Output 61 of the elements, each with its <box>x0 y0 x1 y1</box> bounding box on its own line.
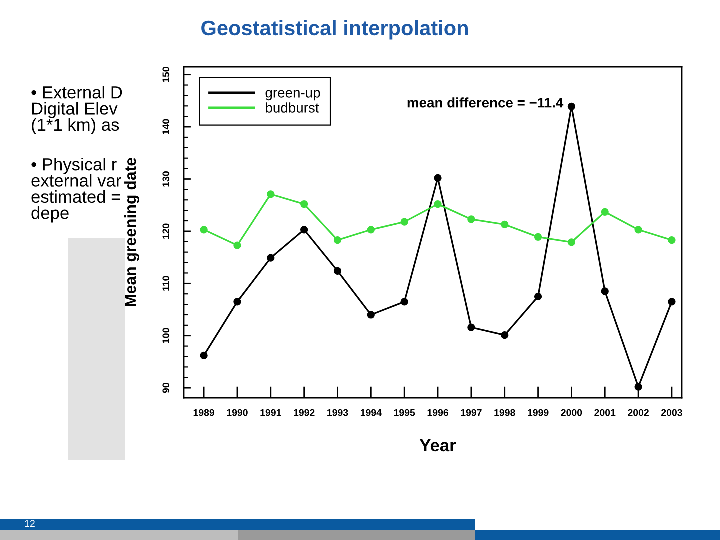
y-tick-label: 120 <box>162 224 170 239</box>
x-tick-label: 2001 <box>594 409 616 416</box>
y-tick-label: 130 <box>162 172 170 187</box>
text: • External D Digital Elev (1*1 km) as <box>32 86 122 135</box>
x-tick-label: 2000 <box>561 409 582 416</box>
point <box>234 298 242 306</box>
point <box>200 352 208 360</box>
point <box>468 216 476 224</box>
point <box>334 267 342 275</box>
point <box>501 220 509 228</box>
text: 12 <box>25 520 35 528</box>
point <box>200 226 208 234</box>
point <box>400 298 408 306</box>
point <box>601 208 609 216</box>
x-tick-label: 1997 <box>461 409 482 416</box>
x-tick-label: 1998 <box>494 409 516 416</box>
y-tick-label: 140 <box>162 119 170 135</box>
annotation: mean difference = −11.4 <box>408 98 564 108</box>
point <box>234 242 242 250</box>
y-tick-label: 90 <box>162 383 170 394</box>
point <box>634 226 642 234</box>
chart-title: Geostatistical interpolation <box>202 20 468 40</box>
point <box>434 174 442 182</box>
point <box>267 190 275 198</box>
legend-label: budburst <box>266 102 320 113</box>
point <box>300 226 308 234</box>
y-tick-label: 150 <box>162 67 170 82</box>
point <box>300 200 308 208</box>
point <box>267 254 275 262</box>
point <box>501 332 509 340</box>
point <box>534 233 542 242</box>
point <box>601 288 609 296</box>
point <box>367 226 375 234</box>
point <box>334 236 342 244</box>
point <box>534 292 542 301</box>
x-tick-label: 2003 <box>661 409 682 416</box>
x-tick-label: 1993 <box>328 409 348 416</box>
x-tick-label: 1996 <box>428 409 448 416</box>
x-tick-label: 2002 <box>628 409 649 416</box>
x-tick-label: 1991 <box>260 409 282 416</box>
y-tick-label: 100 <box>162 328 170 344</box>
legend-label: green-up <box>266 90 320 101</box>
x-axis-title: Year <box>420 440 456 452</box>
x-tick-label: 1990 <box>227 409 248 416</box>
text: • Physical r external var estimated = depe <box>32 158 122 223</box>
x-tick-label: 1995 <box>394 409 416 416</box>
x-tick-label: 1992 <box>294 409 315 416</box>
y-axis-title: Mean greening date <box>124 158 140 306</box>
point <box>400 218 408 226</box>
x-tick-label: 1989 <box>194 409 215 416</box>
point <box>568 102 576 110</box>
point <box>568 238 576 246</box>
point <box>468 324 476 332</box>
point <box>434 200 442 208</box>
point <box>668 298 676 306</box>
x-tick-label: 1999 <box>528 409 549 416</box>
point <box>668 236 676 244</box>
x-tick-label: 1994 <box>360 409 382 416</box>
y-tick-label: 110 <box>162 276 170 291</box>
point <box>367 311 375 319</box>
point <box>634 383 642 391</box>
